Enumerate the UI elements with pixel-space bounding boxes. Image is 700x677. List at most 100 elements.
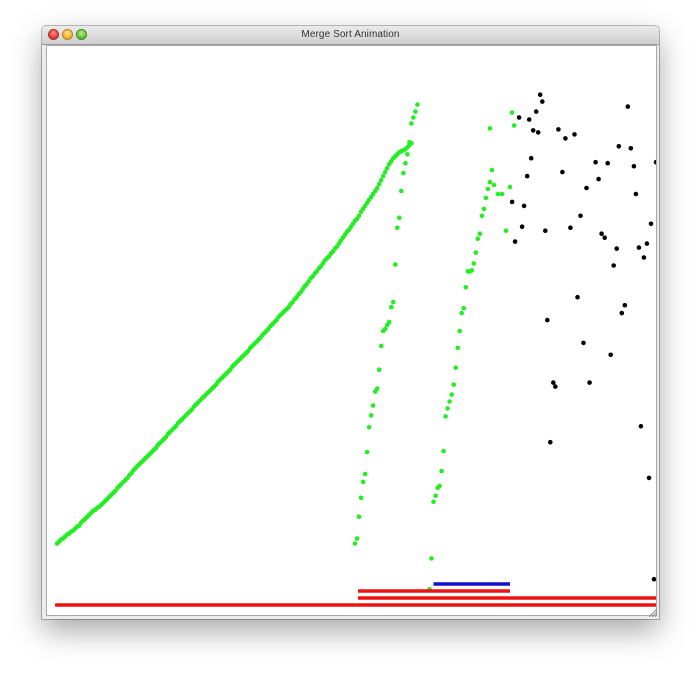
unsorted-point	[602, 235, 607, 240]
unsorted-point	[537, 92, 543, 97]
sorted-point	[391, 299, 396, 305]
unsorted-point	[560, 169, 565, 175]
unsorted-point	[631, 163, 637, 169]
unsorted-point	[578, 213, 583, 219]
unsorted-point	[638, 424, 644, 429]
unsorted-point	[524, 173, 530, 179]
sorted-point	[463, 285, 469, 290]
unsorted-point	[596, 176, 601, 182]
unsorted-point	[651, 576, 656, 582]
unsorted-point	[593, 159, 598, 165]
unsorted-point	[548, 439, 553, 445]
unsorted-point	[526, 117, 532, 122]
minimize-button[interactable]	[62, 29, 73, 40]
close-button[interactable]	[48, 29, 59, 40]
unsorted-point	[619, 310, 625, 316]
unsorted-point	[545, 317, 550, 323]
unsorted-point	[616, 144, 622, 149]
sorted-point	[389, 304, 394, 310]
animation-canvas	[46, 45, 657, 616]
sorted-point	[356, 514, 362, 519]
sorted-point	[370, 403, 376, 408]
sorted-point	[382, 326, 388, 332]
unsorted-point	[653, 159, 656, 165]
sorted-point	[437, 483, 442, 489]
sorted-point	[471, 261, 477, 266]
sorted-point	[374, 386, 380, 391]
sorted-point	[481, 206, 487, 212]
title-bar[interactable]: Merge Sort Animation	[42, 26, 659, 45]
sorted-point	[483, 195, 489, 201]
unsorted-point	[608, 352, 613, 358]
app-window: Merge Sort Animation	[42, 26, 659, 619]
sorted-point	[489, 167, 495, 173]
sorted-point	[439, 468, 444, 474]
sorted-point	[491, 182, 497, 188]
sorted-point	[449, 392, 455, 397]
sorted-point	[407, 140, 412, 145]
sorted-point	[461, 305, 467, 311]
unsorted-point	[535, 130, 541, 135]
unsorted-point	[628, 146, 634, 151]
sorted-point	[431, 499, 436, 505]
unsorted-point	[633, 191, 639, 197]
sorted-point	[443, 414, 448, 419]
unsorted-point	[611, 263, 616, 268]
sorted-point	[445, 406, 450, 411]
sorted-point	[403, 160, 408, 166]
unsorted-point	[575, 294, 580, 300]
sorted-point	[453, 365, 459, 371]
unsorted-point	[599, 231, 604, 236]
sorted-point	[487, 126, 493, 131]
unsorted-point	[641, 255, 647, 260]
sorted-point	[495, 191, 501, 197]
sorted-point	[511, 123, 517, 128]
sorted-point	[382, 169, 388, 175]
sorted-point	[374, 185, 380, 191]
unsorted-point	[553, 384, 558, 389]
sorted-point	[384, 165, 390, 171]
sorted-point	[399, 188, 404, 194]
sorted-point	[487, 179, 493, 185]
sorted-point	[405, 152, 410, 157]
sorted-point	[380, 173, 386, 179]
unsorted-point	[528, 155, 534, 161]
sorted-point	[397, 215, 402, 221]
sorted-point	[469, 268, 475, 273]
sorted-point	[441, 448, 446, 454]
unsorted-point	[551, 380, 556, 385]
sorted-point	[356, 213, 362, 219]
unsorted-point	[556, 127, 561, 132]
merge-sort-plot	[54, 92, 656, 607]
zoom-button[interactable]	[76, 29, 87, 40]
unsorted-point	[584, 185, 589, 191]
sorted-point	[457, 328, 463, 334]
unsorted-point	[614, 246, 619, 251]
sorted-point	[473, 250, 479, 255]
sorted-point	[360, 479, 366, 485]
resize-grip-icon[interactable]	[649, 609, 657, 617]
unsorted-point	[644, 241, 650, 246]
unsorted-point	[543, 228, 548, 233]
unsorted-point	[625, 104, 631, 109]
sorted-point	[393, 262, 398, 267]
sorted-point	[429, 556, 434, 561]
sorted-point	[415, 102, 420, 107]
unsorted-point	[509, 199, 515, 205]
unsorted-point	[516, 115, 522, 120]
sorted-point	[366, 425, 372, 430]
sorted-point	[479, 213, 485, 219]
sorted-point	[507, 184, 513, 190]
sorted-point	[386, 319, 392, 325]
unsorted-point	[521, 203, 527, 209]
unsorted-point	[581, 340, 586, 346]
sorted-point	[376, 367, 382, 373]
unsorted-point	[568, 225, 573, 230]
sorted-point	[376, 181, 382, 187]
unsorted-point	[622, 302, 628, 308]
sorted-point	[499, 191, 505, 197]
unsorted-point	[533, 109, 539, 114]
sorted-point	[401, 170, 406, 176]
unsorted-point	[540, 99, 545, 104]
sorted-point	[378, 177, 384, 183]
